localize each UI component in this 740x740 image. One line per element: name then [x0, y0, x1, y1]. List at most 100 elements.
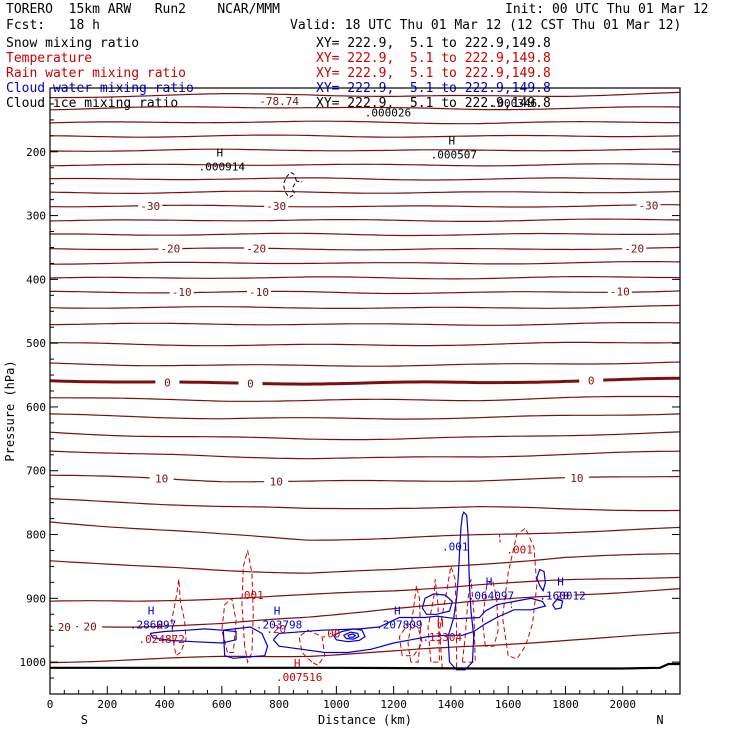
- rain-contour: [241, 550, 254, 664]
- snow-contour: [282, 171, 297, 199]
- temperature-label-bg: [264, 475, 289, 488]
- temperature-contour: [49, 632, 681, 664]
- x-tick-label: 1200: [380, 698, 407, 711]
- temperature-label-bg: [579, 374, 604, 387]
- temperature-contour: [49, 106, 681, 111]
- temperature-label-bg: [550, 589, 575, 602]
- temperature-contour-label: -30: [140, 200, 160, 213]
- field-label-snow: Snow mixing ratio: [6, 36, 140, 51]
- cloud-water-contour: [552, 598, 564, 610]
- temperature-label-bg: [52, 620, 77, 633]
- temperature-contour-label: -30: [639, 200, 659, 213]
- snow-extremum-label: .000507: [431, 149, 477, 162]
- temperature-label-bg: [138, 200, 163, 213]
- temperature-label-bg: [155, 376, 180, 389]
- cloud-water-contour: [222, 626, 269, 659]
- temperature-contour-label: -10: [610, 286, 630, 299]
- y-tick-label: 800: [26, 529, 46, 542]
- snow-extremum-label: .000346: [491, 97, 537, 110]
- x-tick-label: 2000: [609, 698, 636, 711]
- temperature-contour: [49, 177, 680, 181]
- temperature-contour-label: -10: [249, 286, 269, 299]
- snow-extremum-label: .000914: [199, 161, 246, 174]
- temperature-label-bg: [149, 472, 174, 485]
- temperature-contour: [49, 246, 681, 251]
- temperature-label-bg: [158, 242, 183, 255]
- temperature-contour-label: 0: [588, 374, 595, 387]
- cloud-water-label-h-marker: H: [148, 605, 155, 618]
- rain-label: .024872: [139, 633, 185, 646]
- y-tick-label: 700: [26, 465, 46, 478]
- rain-contour: [499, 534, 501, 545]
- temperature-contour: [49, 148, 680, 152]
- temperature-contour: [49, 120, 680, 125]
- temperature-contour-label: 10: [155, 473, 168, 486]
- ground-line: [50, 662, 680, 670]
- y-tick-label: 600: [26, 401, 46, 414]
- temperature-contour-label: 20: [556, 589, 569, 602]
- temperature-contour: [49, 431, 681, 441]
- cloud-water-contour: [347, 633, 357, 638]
- temperature-contour: [50, 290, 681, 295]
- cloud-water-label-h-marker: H: [557, 575, 564, 588]
- temperature-contour-label: 10: [270, 475, 283, 488]
- rain-label: .00: [321, 628, 341, 641]
- north-label: N: [656, 713, 663, 727]
- temperature-contour: [49, 450, 681, 460]
- snow-extremum-label-h-marker: H: [217, 147, 224, 160]
- cloud-water-label: .001: [442, 540, 469, 553]
- field-label-rain: Rain water mixing ratio: [6, 66, 187, 81]
- x-axis-label: Distance (km): [318, 713, 412, 727]
- cloud-water-contour: [421, 593, 453, 615]
- y-tick-label: 1000: [20, 656, 47, 669]
- cloud-water-contour: [332, 628, 366, 643]
- temperature-label-bg: [238, 377, 263, 390]
- header-init: Init: 00 UTC Thu 01 Mar 12: [505, 2, 709, 17]
- rain-contour: [461, 579, 476, 663]
- rain-label-h-marker: H: [437, 617, 444, 630]
- temperature-contour: [50, 134, 681, 138]
- snow-contour: [296, 180, 303, 183]
- temperature-extremum-label: -78.74: [259, 95, 299, 108]
- temperature-contour: [50, 261, 681, 265]
- temperature-contour-label: 0: [164, 377, 171, 390]
- cloud-water-contour: [272, 597, 547, 654]
- temperature-contour: [49, 413, 681, 420]
- temperature-contour: [49, 218, 681, 222]
- temperature-label-bg: [169, 286, 194, 299]
- x-tick-label: 200: [97, 698, 117, 711]
- rain-contour: [407, 585, 422, 663]
- field-label-temperature: Temperature: [6, 51, 93, 66]
- temperature-contour: [49, 190, 681, 194]
- header-fcst: Fcst: 18 h: [6, 18, 100, 33]
- cloud-water-label: .286097: [130, 619, 176, 632]
- x-tick-label: 600: [212, 698, 232, 711]
- rain-label: .001: [237, 589, 264, 602]
- cloud-water-label: .207809: [376, 619, 422, 632]
- rain-contour: [298, 629, 326, 666]
- temperature-label-bg: [244, 242, 269, 255]
- y-tick-label: 500: [26, 337, 46, 350]
- cloud-water-contour: [343, 631, 360, 640]
- x-tick-label: 400: [155, 698, 175, 711]
- rain-contour: [171, 579, 187, 657]
- temperature-contour: [49, 322, 681, 326]
- rain-label: .13304: [422, 631, 462, 644]
- cloud-water-label: .064097: [468, 589, 514, 602]
- temperature-label-bg: [622, 242, 647, 255]
- temperature-contour-label: 20: [83, 621, 96, 634]
- temperature-contour: [50, 341, 681, 347]
- y-axis-label: Pressure (hPa): [3, 360, 17, 461]
- cloud-water-contour: [447, 511, 475, 671]
- temperature-contour-label: 0: [247, 377, 254, 390]
- field-xy-rain: XY= 222.9, 5.1 to 222.9,149.8: [316, 66, 551, 81]
- temperature-contour: [49, 376, 681, 386]
- south-label: S: [81, 713, 88, 727]
- x-tick-label: 1000: [323, 698, 350, 711]
- temperature-label-bg: [607, 285, 632, 298]
- cloud-water-contour: [536, 568, 547, 593]
- rain-label-h-marker: H: [294, 657, 301, 670]
- temperature-contour-label: -10: [172, 286, 192, 299]
- temperature-contour: [49, 498, 680, 512]
- cloud-water-contour: [149, 628, 237, 644]
